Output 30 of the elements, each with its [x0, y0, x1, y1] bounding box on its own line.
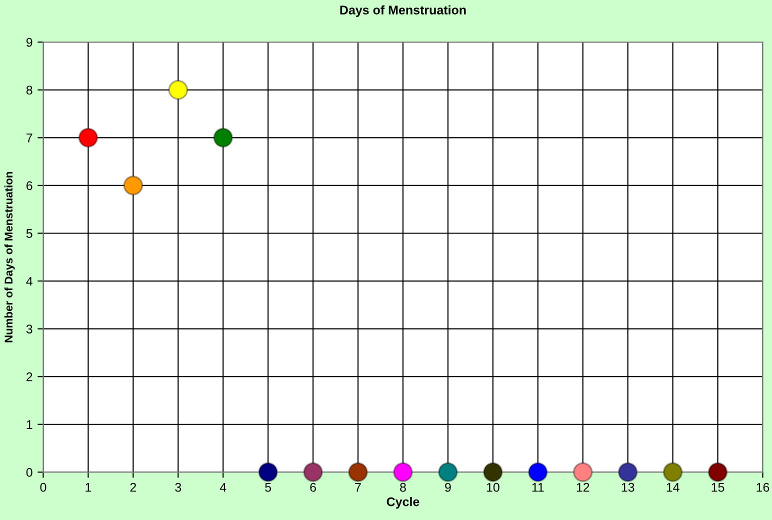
- x-tick-label: 3: [175, 482, 182, 492]
- y-tick-label: 2: [26, 372, 32, 382]
- x-tick-label: 1: [86, 483, 92, 492]
- x-tick-label: 12: [576, 482, 590, 492]
- x-tick-label: 8: [400, 482, 406, 492]
- y-tick-label: 7: [26, 134, 32, 142]
- x-tick-label: 2: [130, 482, 136, 492]
- y-tick-label: 0: [26, 468, 32, 477]
- y-tick-label: 8: [26, 86, 32, 95]
- chart-title: Days of Menstruation: [340, 5, 466, 17]
- x-tick-label: 5: [265, 483, 272, 492]
- x-tick-label: 11: [532, 483, 544, 492]
- x-tick-label: 6: [310, 482, 316, 492]
- y-tick-label: 3: [26, 324, 32, 334]
- y-tick-label: 5: [26, 229, 32, 238]
- x-tick-label: 14: [666, 483, 680, 492]
- y-tick-label: 6: [26, 181, 32, 190]
- y-axis-title: Number of Days of Menstruation: [4, 172, 15, 342]
- y-tick-label: 4: [26, 276, 32, 286]
- x-tick-label: 9: [445, 482, 451, 492]
- x-tick-label: 0: [40, 482, 46, 492]
- x-tick-label: 15: [712, 483, 724, 492]
- x-tick-label: 7: [355, 483, 361, 492]
- x-tick-label: 16: [756, 482, 770, 492]
- x-tick-label: 10: [486, 482, 500, 492]
- x-tick-label: 13: [622, 482, 634, 492]
- x-axis-title: Cycle: [386, 497, 420, 509]
- x-tick-label: 4: [220, 483, 226, 492]
- y-tick-label: 9: [26, 38, 32, 47]
- y-tick-label: 1: [26, 420, 32, 429]
